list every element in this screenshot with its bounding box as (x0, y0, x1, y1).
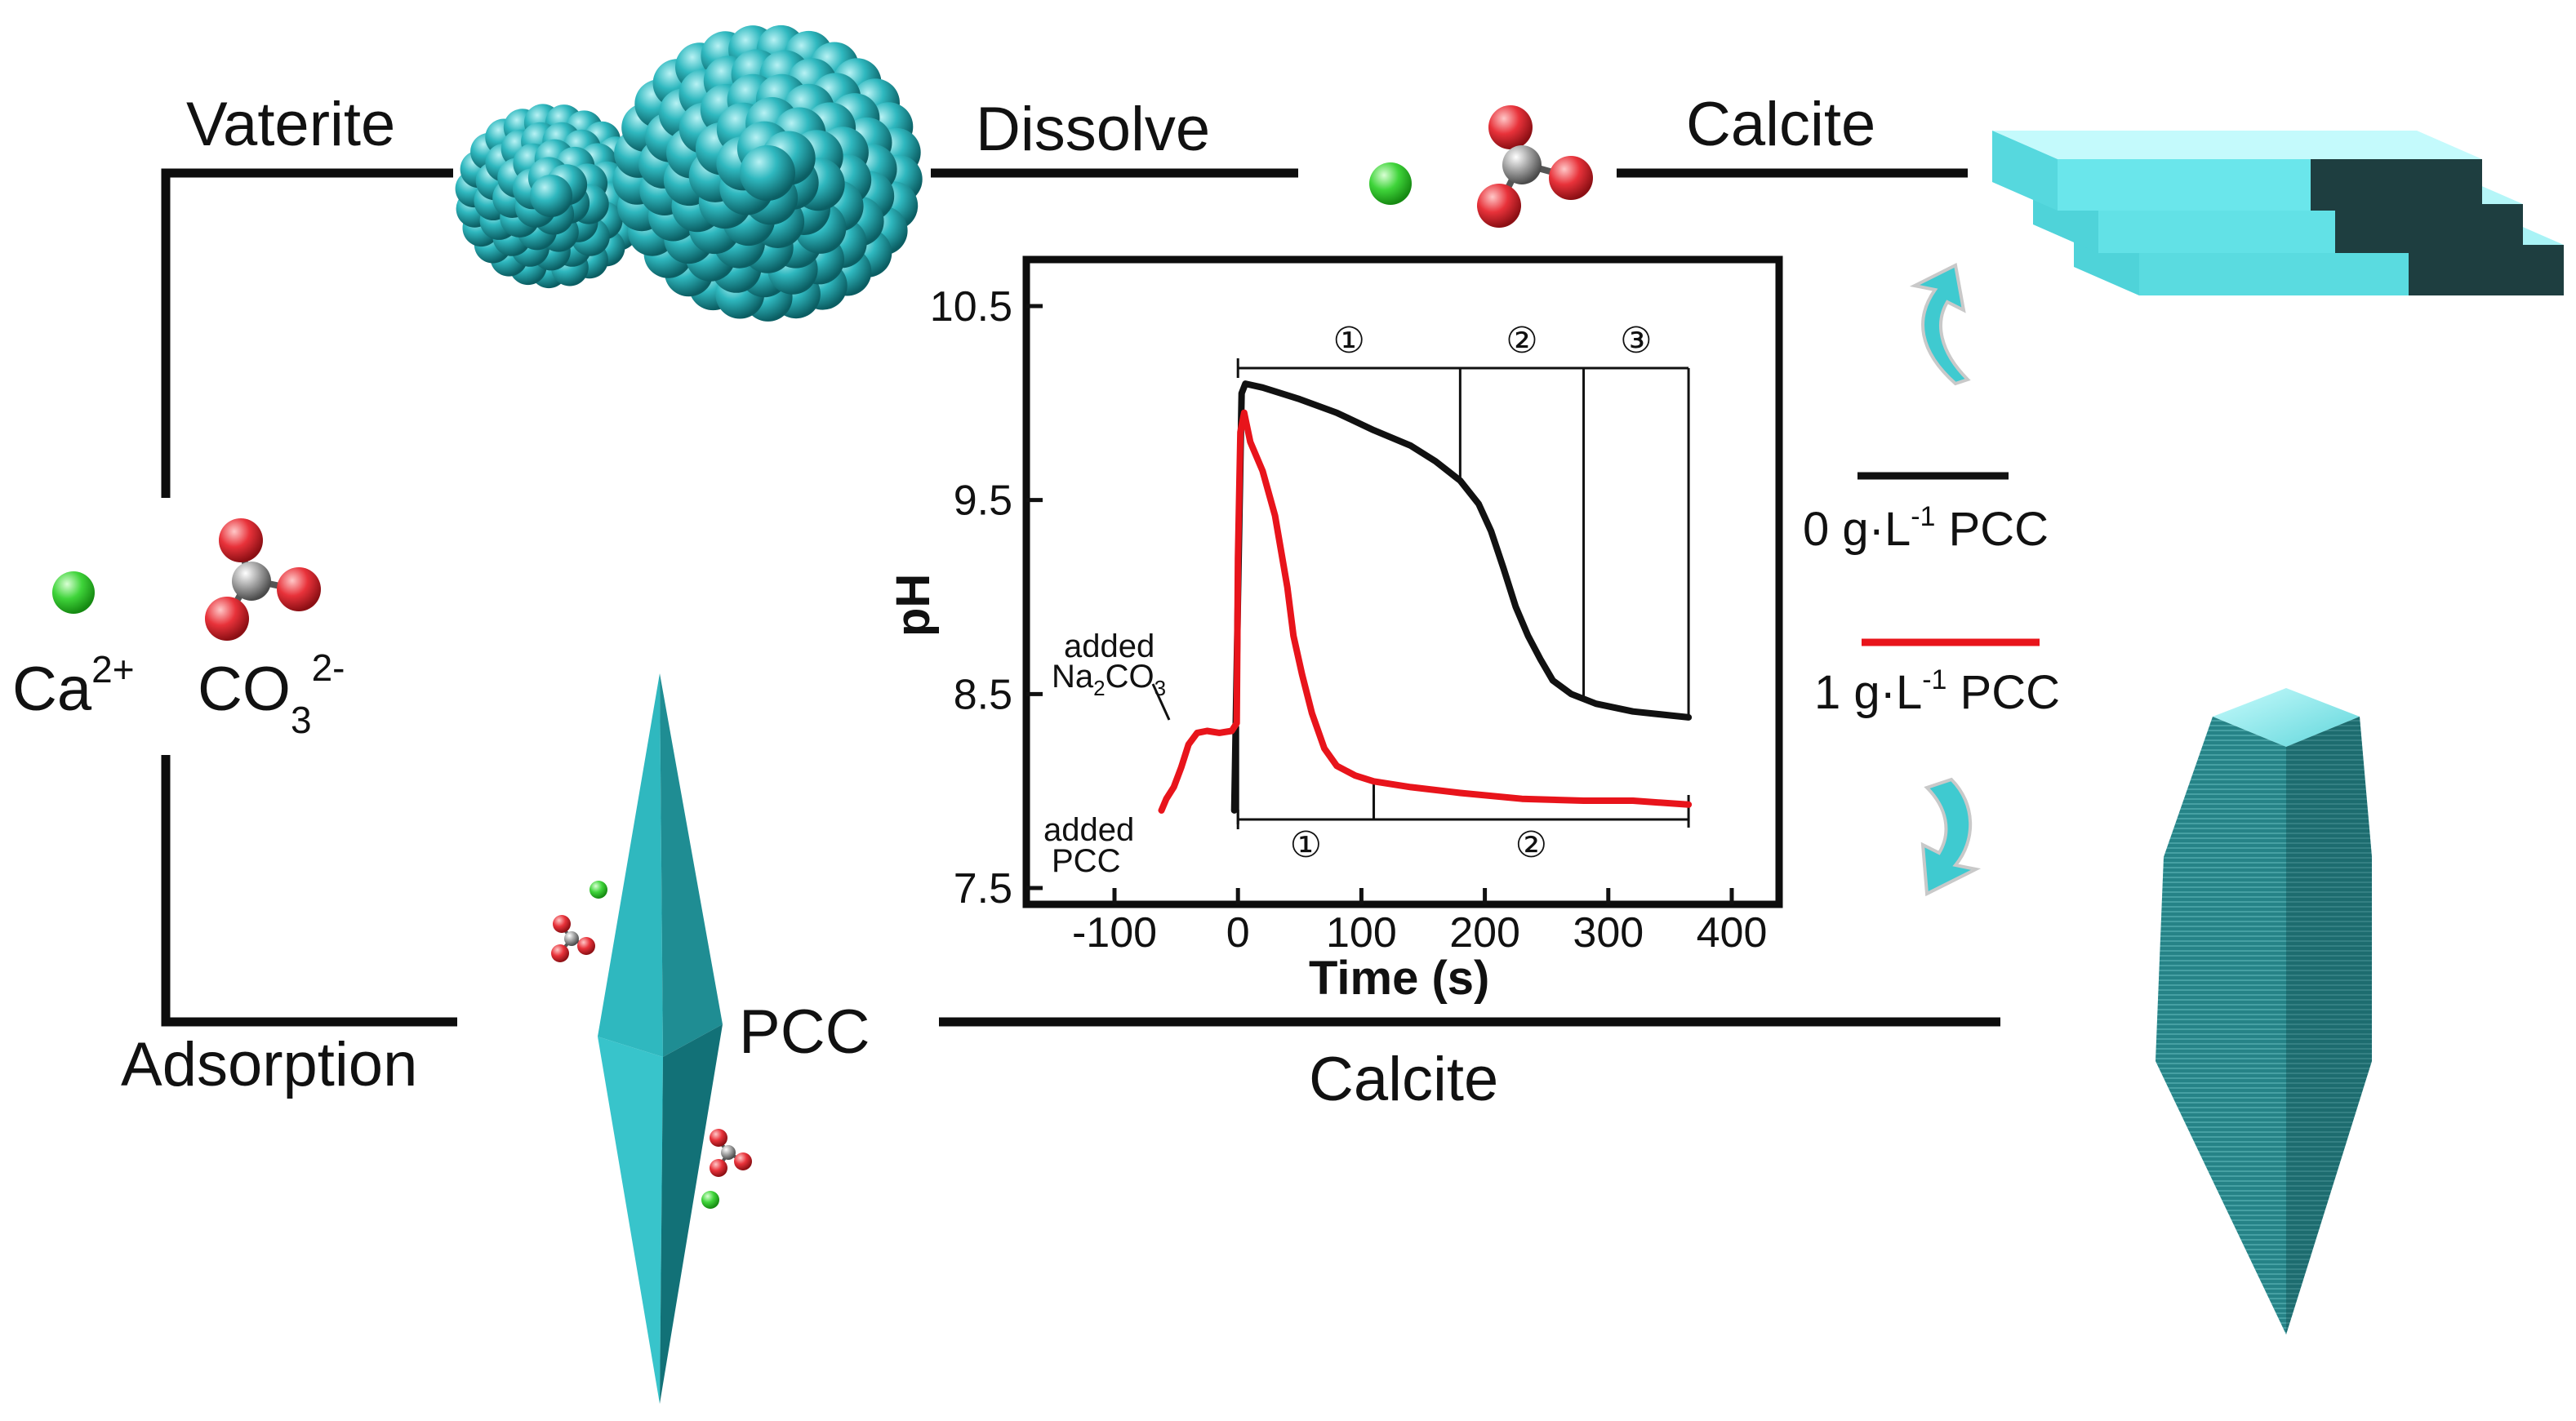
ca-base: Ca (12, 655, 92, 724)
co3-base: CO (198, 655, 291, 724)
carbonate-molecule-icon (205, 518, 321, 641)
series-line-1 (1158, 409, 1693, 814)
calcium-ion-label: Ca2+ (12, 648, 135, 724)
dissolved-calcium-icon (1369, 162, 1412, 205)
legend-label-0: 0 g·L-1 PCC (1803, 501, 2049, 556)
series-line-0 (1230, 380, 1693, 814)
annotation-na2co3-formula: Na2CO3 (1052, 659, 1166, 700)
co3-sub: 3 (291, 699, 312, 741)
dissolve-label: Dissolve (976, 95, 1210, 164)
ion-labels: Ca2+ CO32- (12, 646, 345, 741)
x-tick-label: 200 (1449, 909, 1520, 957)
annotation-added-na2co3: added (1064, 628, 1155, 664)
calcite-bottom-label: Calcite (1309, 1045, 1498, 1114)
x-tick-label: 0 (1226, 909, 1250, 957)
up-arrow-icon (1909, 263, 1971, 386)
legend-label-1: 1 g·L-1 PCC (1814, 664, 2060, 719)
ph-chart: ① ② ③ ① ② 7.5 8.5 9.5 10.5 -100 0 100 200 300 400 Tim… (887, 255, 1783, 1005)
phase-label: ① (1333, 321, 1365, 361)
chart-frame (1022, 255, 1783, 908)
pcc-crystal-icon (598, 673, 723, 1404)
y-tick-label: 8.5 (954, 671, 1012, 718)
x-tick-label: -100 (1072, 909, 1157, 957)
y-tick-label: 9.5 (954, 477, 1012, 525)
chart-series (1158, 380, 1693, 814)
calcite-top-label: Calcite (1686, 90, 1875, 159)
phase-label: ③ (1620, 321, 1652, 361)
chart-axes (1026, 304, 1734, 904)
elongated-calcite-prism-icon (2156, 688, 2372, 1334)
x-tick-label: 400 (1697, 909, 1768, 957)
carbonate-ion-label: CO32- (198, 646, 345, 741)
pcc-label: PCC (739, 997, 870, 1067)
vaterite-aggregate-icon (455, 24, 923, 322)
cycle-lines (161, 168, 2000, 1027)
legend: 0 g·L-1 PCC 1 g·L-1 PCC (1803, 472, 2060, 719)
annotation-added-pcc: added (1043, 812, 1134, 848)
x-tick-label: 100 (1326, 909, 1397, 957)
vaterite-bracket-line (161, 168, 453, 498)
chart-y-axis-title: pH (887, 574, 940, 637)
adsorbed-ions-lower-icon (701, 1129, 752, 1209)
ca-charge: 2+ (91, 648, 134, 691)
phase-label: ① (1290, 825, 1322, 865)
calcite-plates-icon (1992, 131, 2564, 295)
dissolved-carbonate-icon (1477, 105, 1593, 228)
chart-tick-labels: 7.5 8.5 9.5 10.5 -100 0 100 200 300 400 (930, 283, 1768, 957)
annotation-na2co3-pointer (1151, 683, 1171, 721)
y-tick-label: 7.5 (954, 865, 1012, 913)
phase-label: ② (1506, 321, 1537, 361)
vaterite-sphere (530, 175, 572, 217)
adsorbed-ions-upper-icon (551, 881, 607, 962)
vaterite-sphere (740, 145, 795, 201)
chart-phase-brackets: ① ② ③ ① ② (1236, 321, 1690, 865)
y-tick-label: 10.5 (930, 283, 1012, 331)
annotation-pcc: PCC (1052, 843, 1120, 879)
adsorption-label: Adsorption (121, 1030, 417, 1099)
vaterite-label: Vaterite (186, 90, 395, 159)
down-arrow-icon (1920, 777, 1982, 897)
calcium-ion-icon (52, 571, 95, 614)
chart-x-axis-title: Time (s) (1309, 952, 1489, 1005)
x-tick-label: 300 (1573, 909, 1644, 957)
co3-charge: 2- (312, 646, 345, 689)
adsorption-bracket-line (161, 755, 457, 1027)
phase-label: ② (1515, 825, 1547, 865)
